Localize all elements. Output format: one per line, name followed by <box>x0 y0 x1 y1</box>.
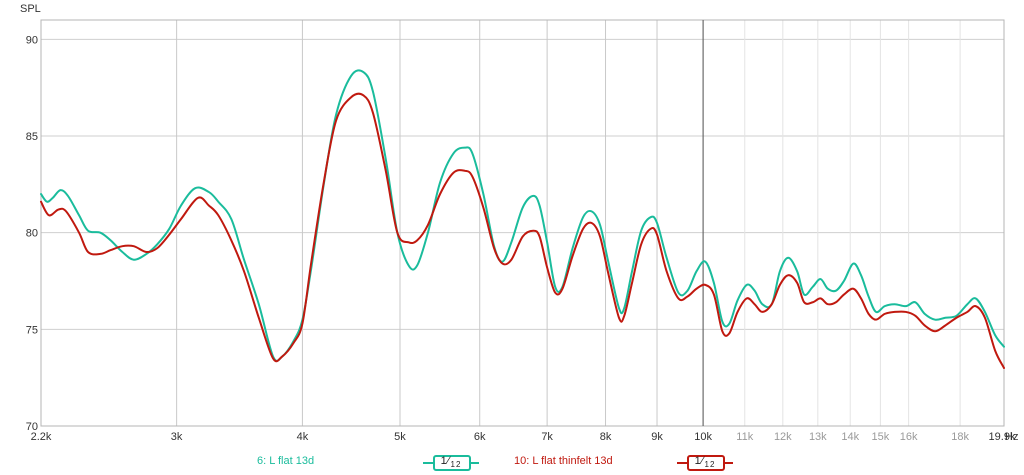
legend-smoothing-series-2[interactable]: 1⁄12 <box>677 454 733 471</box>
x-tick-label: 13k <box>809 431 827 443</box>
x-tick-label: 6k <box>474 431 486 443</box>
x-tick-label: 14k <box>841 431 859 443</box>
y-tick-label: 90 <box>26 34 38 46</box>
x-axis-unit: Hz <box>1005 431 1018 443</box>
x-tick-label: 9k <box>651 431 663 443</box>
y-tick-label: 85 <box>26 131 38 143</box>
x-tick-label: 16k <box>900 431 918 443</box>
x-tick-label: 8k <box>600 431 612 443</box>
x-axis-ticks: 2.2k 3k 4k 5k 6k 7k 8k 9k 10k 11k 12k 13k 14k 15k 16k 1… <box>31 431 1016 443</box>
x-tick-label: 18k <box>951 431 969 443</box>
y-tick-label: 75 <box>26 324 38 336</box>
plot-frame <box>40 19 1005 427</box>
legend-name-series-1[interactable]: 6: L flat 13d <box>257 455 315 467</box>
x-tick-label: 5k <box>394 431 406 443</box>
x-tick-label: 19.9k <box>989 431 1016 443</box>
x-tick-label: 3k <box>171 431 183 443</box>
frequency-response-chart: SPL 70 75 80 85 90 2.2k 3k 4k 5k 6k 7k 8k 9k 10k 11k 1… <box>20 3 1018 443</box>
legend: 6: L flat 13d 1⁄12 10: L flat thinfelt 1… <box>0 452 1024 474</box>
series-line-1 <box>40 69 1005 362</box>
y-axis-label: SPL <box>20 3 41 15</box>
x-tick-label: 12k <box>774 431 792 443</box>
y-tick-label: 70 <box>26 421 38 433</box>
legend-name-series-2[interactable]: 10: L flat thinfelt 13d <box>514 455 613 467</box>
x-tick-label: 15k <box>872 431 890 443</box>
grid <box>40 20 1005 427</box>
smoothing-fraction-2: 1⁄12 <box>694 455 716 470</box>
curves <box>40 69 1005 369</box>
x-tick-label: 11k <box>736 431 753 443</box>
smoothing-fraction-1: 1⁄12 <box>440 455 462 470</box>
x-tick-label: 7k <box>541 431 553 443</box>
legend-smoothing-series-1[interactable]: 1⁄12 <box>423 454 479 471</box>
y-axis-ticks: 70 75 80 85 90 <box>26 34 38 433</box>
x-tick-label: 2.2k <box>31 431 52 443</box>
series-line-2 <box>40 92 1005 369</box>
y-tick-label: 80 <box>26 228 38 240</box>
x-tick-label: 4k <box>297 431 309 443</box>
x-tick-label: 10k <box>694 431 712 443</box>
